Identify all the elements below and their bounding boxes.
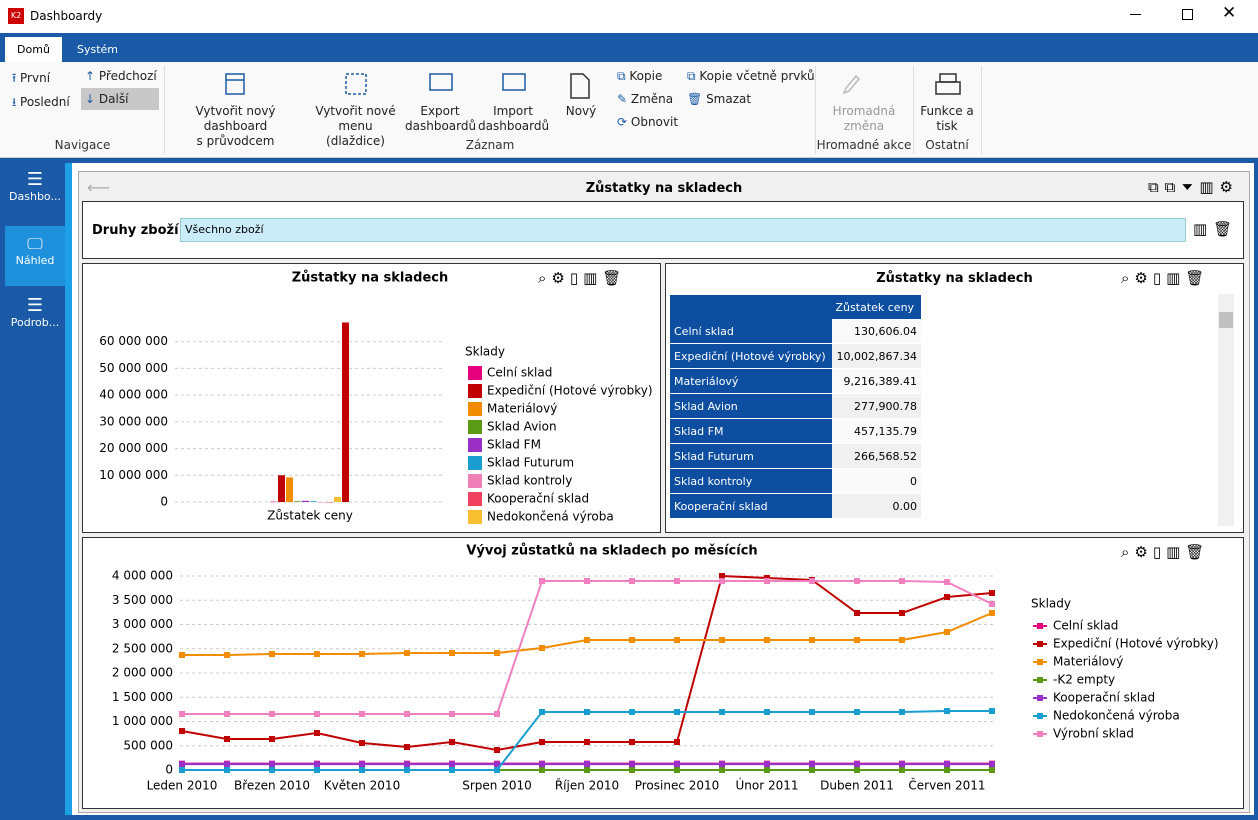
ribbon-button[interactable]: Vytvořit nové menu (dlaždice) <box>315 104 396 148</box>
table-row: Materiálový 9,216,389.41 <box>670 368 921 394</box>
ribbon-button[interactable]: ↓ Další <box>81 88 159 110</box>
back-button[interactable]: ⟵ <box>87 178 110 197</box>
ribbon-button[interactable]: ↑ Předchozí <box>85 69 157 83</box>
panel-tools[interactable]: ⌕⚙▯▥🗑 <box>1121 269 1210 287</box>
sidebar-item[interactable]: ☰ Dashbo... <box>5 163 65 223</box>
ribbon-button[interactable]: 🗑 Smazat <box>687 92 752 106</box>
table-row: Sklad FM 457,135.79 <box>670 418 921 444</box>
panel-tools[interactable]: ⌕⚙▯▥🗑 <box>1121 543 1210 561</box>
table-row: Expediční (Hotové výrobky) 10,002,867.34 <box>670 343 921 369</box>
table-value: 266,568.52 <box>831 443 921 469</box>
maximize[interactable] <box>1182 9 1193 20</box>
close[interactable]: ✕ <box>1222 3 1237 23</box>
table-label: Sklad kontroly <box>670 468 832 494</box>
app-icon: K2 <box>8 8 24 24</box>
table-value: 10,002,867.34 <box>831 343 921 369</box>
ribbon-button[interactable]: ⧉ Kopie včetně prvků <box>687 69 815 83</box>
label: První <box>20 71 51 85</box>
table-value: 457,135.79 <box>831 418 921 444</box>
table-title: Zůstatky na skladech <box>876 271 1033 286</box>
scrollbar[interactable] <box>1218 294 1234 526</box>
ribbon-button[interactable]: ⭱ První <box>12 71 51 85</box>
dashboard-title: Zůstatky na skladech <box>585 181 743 196</box>
tab-strip: Domů Systém <box>0 33 1258 62</box>
label: Kopie včetně prvků <box>699 69 815 83</box>
table-row: Sklad Futurum 266,568.52 <box>670 443 921 469</box>
filter-select[interactable]: Všechno zboží <box>180 218 1186 242</box>
separator <box>913 66 914 154</box>
minimize[interactable] <box>1130 14 1141 15</box>
ribbon-button[interactable]: ⭳ Poslední <box>12 95 70 109</box>
table-label: Kooperační sklad <box>670 493 832 519</box>
table-value: 0.00 <box>831 493 921 519</box>
ribbon-button[interactable]: Import dashboardů <box>478 104 550 133</box>
table-value: 277,900.78 <box>831 393 921 419</box>
tab[interactable]: Systém <box>76 43 119 56</box>
group-label: Navigace <box>54 138 111 152</box>
label: Předchozí <box>98 69 157 83</box>
sidebar-item[interactable]: ☰ Podrob... <box>5 289 65 349</box>
ribbon-button[interactable]: ⧉ Kopie <box>617 69 663 83</box>
table-label: Materiálový <box>670 368 832 394</box>
table-label: Sklad Avion <box>670 393 832 419</box>
table-label: Celní sklad <box>670 319 832 344</box>
ribbon-button[interactable]: Nový <box>565 104 597 118</box>
separator <box>981 66 982 154</box>
table-header: Zůstatek ceny <box>831 295 921 319</box>
label: Další <box>98 92 129 106</box>
label: Dashbo... <box>9 190 61 203</box>
table-row: Sklad Avion 277,900.78 <box>670 393 921 419</box>
panel-tools[interactable]: ⌕⚙▯▥🗑 <box>538 269 627 287</box>
ribbon-button[interactable]: Funkce a tisk <box>920 104 974 133</box>
ribbon <box>0 62 1258 158</box>
group-label: Ostatní <box>925 138 969 152</box>
group-label: Záznam <box>465 138 515 152</box>
table-value: 130,606.04 <box>831 319 921 344</box>
label: Kopie <box>629 69 663 83</box>
label: Náhled <box>15 254 55 267</box>
table-label: Sklad FM <box>670 418 832 444</box>
table-label: Expediční (Hotové výrobky) <box>670 343 832 369</box>
ribbon-button[interactable]: ⟳ Obnovit <box>617 115 679 129</box>
filter-tools[interactable]: ▥🗑 <box>1193 220 1239 238</box>
bar-chart-panel: ⌕⚙▯▥🗑 <box>82 263 661 533</box>
separator <box>815 66 816 154</box>
label: Změna <box>630 92 674 106</box>
accent-strip <box>65 163 72 815</box>
ribbon-button[interactable]: Export dashboardů <box>405 104 477 133</box>
filter-panel: Druhy zboží Všechno zboží ▥🗑 <box>82 201 1244 259</box>
table-value: 0 <box>831 468 921 494</box>
tab[interactable]: Domů <box>5 37 62 62</box>
title-bar: K2 Dashboardy ✕ <box>0 0 1258 33</box>
table-value: 9,216,389.41 <box>831 368 921 394</box>
toolbar[interactable]: ⧉⧉⏷▥⚙ <box>1147 178 1239 196</box>
label: Obnovit <box>630 115 679 129</box>
line-chart-panel: ⌕⚙▯▥🗑 <box>82 537 1244 809</box>
table-row: Celní sklad 130,606.04 <box>670 319 921 344</box>
ribbon-button[interactable]: Vytvořit nový dashboard s průvodcem <box>195 104 276 148</box>
table-row: Kooperační sklad 0.00 <box>670 493 921 519</box>
sidebar-item[interactable]: 🖵 Náhled <box>5 226 65 286</box>
table-label: Sklad Futurum <box>670 443 832 469</box>
label: Poslední <box>20 95 70 109</box>
filter-label: Druhy zboží <box>92 223 179 238</box>
ribbon-button[interactable]: Hromadná změna <box>832 104 896 133</box>
ribbon-button[interactable]: ✎ Změna <box>617 92 674 106</box>
window-title: Dashboardy <box>30 9 103 23</box>
ribbon-icons <box>225 73 961 99</box>
table-row: Sklad kontroly 0 <box>670 468 921 494</box>
separator <box>164 66 165 154</box>
label: Podrob... <box>10 316 60 329</box>
table: Zůstatek ceny Celní sklad 130,606.04 Exped… <box>670 295 921 519</box>
table-panel: Zůstatky na skladech ⌕⚙▯▥🗑 Zůstatek ceny… <box>665 263 1244 533</box>
label: Smazat <box>706 92 752 106</box>
group-label: Hromadné akce <box>816 138 912 152</box>
